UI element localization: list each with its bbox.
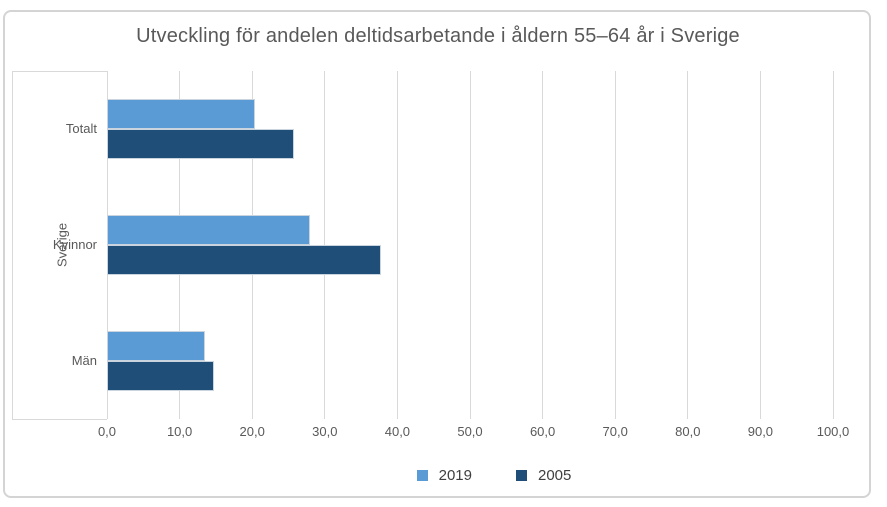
legend-item-2019[interactable]: 2019: [416, 466, 472, 484]
category-box-bottom-border: [12, 419, 107, 420]
x-tick-label: 0,0: [97, 424, 117, 439]
legend-marker: [516, 469, 527, 481]
bar-2005-totalt[interactable]: [107, 129, 294, 159]
x-tick-label: 70,0: [602, 424, 628, 439]
x-tick-label: 10,0: [166, 424, 193, 439]
gridline: [832, 71, 834, 419]
category-label: Totalt: [65, 121, 97, 136]
chart-title: Utveckling för andelen deltidsarbetande …: [136, 25, 740, 47]
category-label: Män: [71, 353, 97, 368]
bar-2019-män[interactable]: [107, 331, 205, 361]
legend: 2019 2005: [131, 465, 857, 485]
legend-item-2005[interactable]: 2005: [516, 467, 571, 484]
x-tick-label: 30,0: [312, 424, 338, 439]
x-tick-label: 90,0: [747, 424, 774, 439]
x-tick-label: 40,0: [384, 424, 411, 439]
gridline: [469, 71, 471, 419]
x-tick-label: 100,0: [816, 424, 850, 439]
legend-marker: [416, 469, 428, 481]
bar-2005-män[interactable]: [107, 361, 214, 391]
gridline: [687, 71, 689, 419]
gridline: [542, 71, 544, 419]
bar-2019-kvinnor[interactable]: [107, 215, 311, 245]
legend-label: 2005: [538, 466, 572, 484]
category-label: Kvinnor: [52, 237, 97, 252]
x-tick-label: 60,0: [529, 424, 556, 439]
legend-label: 2019: [438, 466, 472, 484]
bar-2019-totalt[interactable]: [107, 99, 256, 129]
x-tick-label: 50,0: [457, 424, 483, 439]
category-box-left-border: [12, 71, 13, 419]
x-tick-label: 20,0: [239, 424, 265, 439]
gridline: [759, 71, 761, 419]
x-tick-label: 80,0: [675, 424, 701, 439]
bar-2005-kvinnor[interactable]: [107, 245, 381, 275]
gridline: [614, 71, 616, 419]
category-box-top-border: [12, 71, 107, 72]
gridline: [396, 71, 398, 419]
